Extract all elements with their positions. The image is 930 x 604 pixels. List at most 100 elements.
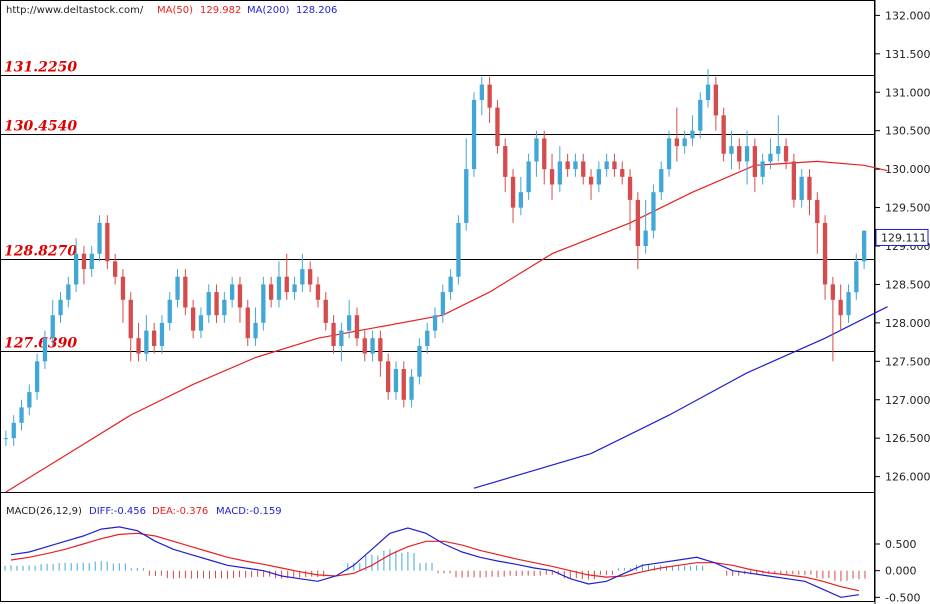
candle-body bbox=[612, 161, 617, 170]
candle-body bbox=[464, 169, 469, 223]
price-tick-label: 128.000 bbox=[885, 317, 930, 330]
candle-body bbox=[643, 230, 648, 246]
macd-value-label: MACD:-0.159 bbox=[216, 506, 282, 517]
candle-body bbox=[854, 261, 859, 293]
candle-body bbox=[175, 276, 180, 300]
candle-body bbox=[214, 292, 219, 316]
candle-body bbox=[456, 222, 461, 277]
price-tick-label: 129.500 bbox=[885, 202, 930, 215]
candle-body bbox=[791, 161, 796, 200]
macd-diff-line bbox=[10, 526, 860, 598]
candle-body bbox=[253, 322, 258, 339]
level-label: 130.4540 bbox=[4, 119, 77, 135]
candle-body bbox=[510, 176, 516, 208]
price-tick-label: 130.500 bbox=[885, 125, 930, 138]
candle-body bbox=[815, 199, 820, 223]
price-tick-label: 128.500 bbox=[885, 278, 930, 291]
candle-body bbox=[471, 99, 477, 170]
candle-body bbox=[783, 146, 789, 162]
price-tick-label: 126.500 bbox=[885, 432, 930, 445]
price-panel-frame bbox=[0, 0, 875, 493]
candle-body bbox=[651, 192, 656, 231]
candle-body bbox=[300, 269, 305, 285]
candle-body bbox=[830, 284, 835, 300]
candle-body bbox=[3, 438, 9, 440]
candle-body bbox=[393, 369, 399, 393]
candle-body bbox=[19, 407, 24, 423]
candle-body bbox=[308, 269, 313, 285]
candle-body bbox=[838, 299, 843, 316]
candle-body bbox=[822, 222, 828, 285]
candle-body bbox=[705, 84, 711, 100]
candle-body bbox=[549, 169, 555, 185]
candle-body bbox=[713, 84, 718, 116]
candle-body bbox=[237, 284, 243, 308]
current-price-label: 129.111 bbox=[881, 231, 927, 244]
candle-body bbox=[557, 161, 562, 185]
candle-body bbox=[315, 284, 321, 300]
macd-diff-label: DIFF:-0.456 bbox=[89, 506, 146, 517]
candle-body bbox=[198, 315, 204, 331]
candle-body bbox=[425, 330, 430, 346]
level-label: 127.6390 bbox=[4, 336, 77, 352]
candle-body bbox=[378, 338, 383, 362]
candle-body bbox=[191, 307, 196, 331]
candle-body bbox=[11, 422, 16, 439]
ma200-line bbox=[473, 306, 888, 489]
source-url: http://www.deltastock.com/ bbox=[6, 5, 144, 16]
candle-body bbox=[432, 315, 438, 331]
candle-body bbox=[729, 146, 734, 154]
candle-body bbox=[440, 292, 445, 316]
candle-body bbox=[144, 330, 149, 354]
candle-body bbox=[690, 130, 695, 139]
candle-body bbox=[417, 345, 422, 377]
candle-body bbox=[682, 138, 687, 147]
candle-body bbox=[862, 230, 867, 262]
candle-body bbox=[487, 84, 492, 108]
candle-body bbox=[284, 276, 289, 293]
price-tick-label: 127.500 bbox=[885, 355, 930, 368]
candle-body bbox=[159, 322, 165, 346]
candle-body bbox=[27, 392, 32, 408]
ma200-label: MA(200) bbox=[247, 5, 289, 16]
candle-body bbox=[128, 299, 133, 339]
macd-series: 0.500 0.000 -0.500 bbox=[4, 526, 920, 604]
candle-body bbox=[50, 315, 55, 339]
candle-body bbox=[479, 84, 484, 100]
level-lines: 131.2250 130.4540 128.8270 127.6390 bbox=[1, 60, 875, 352]
candle-body bbox=[74, 253, 79, 285]
candle-body bbox=[698, 99, 703, 131]
candle-body bbox=[167, 299, 172, 323]
candle-body bbox=[362, 338, 367, 354]
current-price-box bbox=[875, 228, 929, 246]
candle-body bbox=[768, 153, 773, 162]
candle-body bbox=[776, 146, 781, 154]
macd-tick-label: 0.000 bbox=[885, 565, 917, 578]
ma200-value: 128.206 bbox=[296, 5, 337, 16]
candle-body bbox=[573, 161, 578, 170]
candle-body bbox=[58, 299, 63, 316]
candle-body bbox=[409, 376, 414, 400]
candle-body bbox=[635, 199, 640, 246]
candle-body bbox=[230, 284, 235, 300]
candle-body bbox=[183, 276, 188, 308]
candle-body bbox=[542, 138, 547, 170]
candle-body bbox=[581, 161, 586, 177]
candle-body bbox=[276, 276, 282, 300]
price-tick-label: 131.500 bbox=[885, 48, 930, 61]
candle-body bbox=[807, 176, 812, 200]
price-tick-label: 130.000 bbox=[885, 163, 930, 176]
price-tick-label: 132.000 bbox=[885, 9, 930, 22]
candle-body bbox=[620, 169, 625, 177]
candle-body bbox=[565, 161, 570, 170]
candle-body bbox=[846, 292, 851, 316]
candle-body bbox=[42, 338, 48, 362]
candle-body bbox=[347, 315, 352, 331]
candle-body bbox=[401, 369, 406, 400]
candle-body bbox=[760, 161, 765, 177]
macd-title: MACD(26,12,9) bbox=[6, 506, 82, 517]
candle-body bbox=[89, 253, 94, 270]
candle-body bbox=[744, 146, 750, 162]
